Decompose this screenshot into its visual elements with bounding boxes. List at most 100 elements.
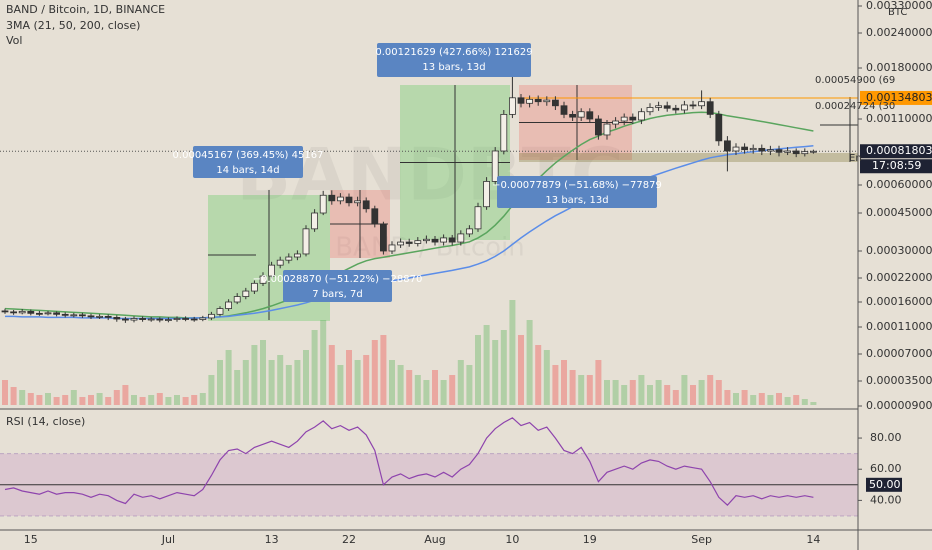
candle-body [139,318,147,320]
volume-bar [251,345,258,405]
volume-bar [432,370,438,405]
price-tick-label: 0.00045000 [866,206,932,219]
candle-body [293,253,301,258]
candle-body [79,314,86,317]
candle-body [388,244,396,252]
volume-bar [380,335,387,405]
cut-annotation: En [849,153,862,164]
volume-bar [36,395,43,405]
volume-bar [217,360,223,405]
candle-body [164,319,172,321]
measure-bars: 13 bars, 13d [422,62,485,73]
moving-average [4,111,814,319]
candle-body [207,313,215,319]
candle-body [104,315,112,318]
candle-body [328,194,336,202]
volume-bar [698,380,705,405]
rsi-legend: RSI (14, close) [6,415,85,428]
measure-label-box [283,270,392,302]
volume-bar [199,393,206,405]
candle-body [122,318,129,321]
candle-body [354,200,362,204]
candle-body [44,312,52,315]
candle-body [422,238,430,242]
candle-body [741,146,748,151]
countdown-box [860,159,932,174]
rsi-tick-label: 60.00 [870,462,902,475]
volume-bar [414,375,421,405]
volume-bar [96,393,103,405]
candle-body [500,113,508,152]
volume-bar [294,360,301,405]
volume-bar [561,360,567,405]
candle-body [508,97,516,115]
volume-bar [131,395,137,405]
time-tick-label: 22 [342,533,356,546]
price-tick-label: 0.00000900 [866,399,932,412]
candle-body [113,317,121,320]
candle-body [61,313,69,316]
time-tick-label: 15 [24,533,38,546]
candle-body [345,196,353,204]
candle-body [379,223,387,252]
volume-bar [681,375,688,405]
volume-bar [535,345,542,405]
cut-annotation: 0.00054900 (69 [815,75,895,86]
volume-bar [191,395,198,405]
volume-bar [621,385,628,405]
volume-bar [70,390,77,405]
measure-label-box [377,43,531,77]
volume-bar [526,320,533,405]
candle-body [491,150,499,182]
candle-body [448,237,456,243]
volume-bar [371,340,378,405]
candle-body [681,104,688,111]
volume-bar [268,360,275,405]
volume-bar [518,335,524,405]
candle-body [268,264,276,277]
candle-body [440,237,448,243]
candle-body [474,206,482,230]
volume-bar [509,300,516,405]
volume-bar [457,360,464,405]
candle-body [302,228,310,255]
rsi-tick-label: 40.00 [870,493,902,506]
volume-bar [690,385,696,405]
volume-bar [225,350,232,405]
candle-body [130,318,138,321]
symbol-title: BAND / Bitcoin, 1D, BINANCE [6,3,165,16]
candle-body [465,228,473,235]
time-tick-label: 14 [806,533,820,546]
candle-body [724,140,731,152]
volume-bar [758,393,765,405]
rsi-mid-label: 50.00 [869,478,901,491]
measure-bars: 13 bars, 13d [545,195,608,206]
volume-bar [793,395,800,405]
range-band [519,153,858,162]
volume-legend: Vol [6,34,22,47]
volume-bar [260,340,266,405]
candle-body [655,105,662,108]
volume-bar [105,397,112,405]
volume-bar [604,380,610,405]
volume-bar [483,325,490,405]
candle-body [336,196,344,202]
price-tick-label: 0.00060000 [866,178,932,191]
candle-body [242,290,250,297]
volume-bar [311,330,318,405]
volume-bar [664,385,671,405]
candle-body [397,241,405,246]
candle-body [199,317,207,320]
volume-bar [328,345,335,405]
volume-bar [733,393,739,405]
measure-value: 0.00045167 (369.45%) 45167 [173,150,324,161]
candle-body [190,318,198,321]
volume-bar [113,390,120,405]
volume-bar [10,387,17,405]
volume-bar [578,375,585,405]
candle-body [620,116,628,122]
candle-body [784,150,791,153]
candle-body [285,256,293,261]
candle-body [216,308,224,315]
measure-bars: 14 bars, 14d [216,165,279,176]
